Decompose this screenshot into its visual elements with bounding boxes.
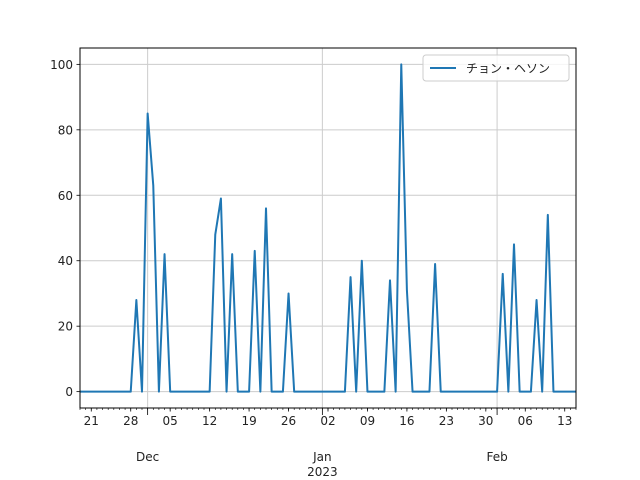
x-tick-label: 19 bbox=[241, 414, 256, 428]
x-tick-label: 13 bbox=[557, 414, 572, 428]
y-tick-label: 80 bbox=[58, 123, 73, 137]
x-tick-label: 28 bbox=[123, 414, 138, 428]
legend: チョン・ヘソン bbox=[422, 54, 570, 82]
x-tick-label: 12 bbox=[202, 414, 217, 428]
x-tick-label: 26 bbox=[281, 414, 296, 428]
y-tick-label: 0 bbox=[65, 385, 73, 399]
y-tick-label: 40 bbox=[58, 254, 73, 268]
x-tick-label: 02 bbox=[320, 414, 335, 428]
x-tick-label: 16 bbox=[399, 414, 414, 428]
legend-label: チョン・ヘソン bbox=[466, 62, 550, 76]
legend-frame bbox=[422, 54, 570, 82]
x-tick-label: 06 bbox=[518, 414, 533, 428]
x-tick-label: 21 bbox=[84, 414, 99, 428]
x-tick-label: 23 bbox=[439, 414, 454, 428]
x-year-label: 2023 bbox=[307, 465, 338, 479]
series-layer bbox=[80, 63, 576, 393]
y-tick-label: 60 bbox=[58, 189, 73, 203]
y-axis: 0 20 40 60 80 100 bbox=[50, 58, 80, 399]
x-tick-label: 05 bbox=[163, 414, 178, 428]
x-month-label: Jan bbox=[312, 450, 332, 464]
x-tick-label: 09 bbox=[360, 414, 375, 428]
y-tick-label: 100 bbox=[50, 58, 73, 72]
x-month-label: Dec bbox=[136, 450, 159, 464]
x-month-label: Feb bbox=[486, 450, 507, 464]
y-tick-label: 20 bbox=[58, 320, 73, 334]
grid bbox=[80, 48, 576, 408]
x-tick-label: 30 bbox=[478, 414, 493, 428]
series-line bbox=[80, 63, 576, 393]
